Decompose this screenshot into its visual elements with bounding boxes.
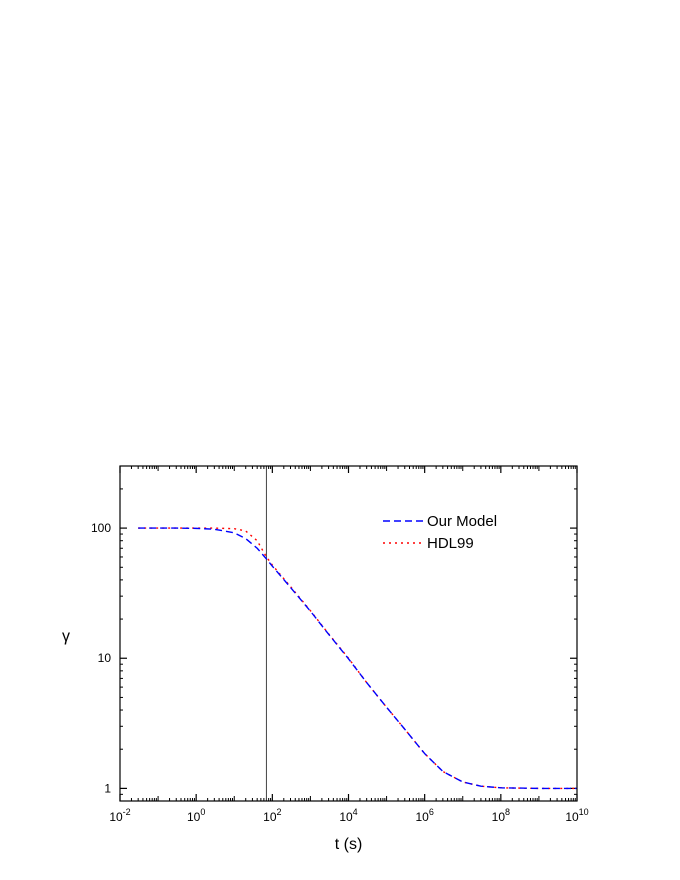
y-tick-label: 100: [91, 521, 111, 535]
series-line-our-model: [138, 527, 577, 790]
y-tick-label: 1: [104, 781, 111, 795]
legend: Our Model HDL99: [383, 513, 497, 552]
minor-ticks: [120, 466, 577, 801]
legend-label: Our Model: [427, 513, 497, 530]
x-tick-label: 102: [263, 807, 281, 824]
tick-labels: 10-2 100 102 104 106 108 1010 1 10 100: [91, 521, 589, 824]
x-tick-label: 108: [492, 807, 510, 824]
major-ticks: [119, 466, 578, 801]
x-tick-label: 106: [415, 807, 433, 824]
series-line-hdl99: [138, 527, 577, 790]
y-axis-title: γ: [62, 628, 70, 645]
y-tick-label: 10: [98, 651, 112, 665]
x-tick-label: 100: [187, 807, 205, 824]
x-tick-label: 10-2: [109, 807, 130, 824]
plot-frame: [119, 465, 578, 802]
legend-label: HDL99: [427, 535, 474, 552]
series-layer: [138, 466, 577, 801]
x-axis-title: t (s): [335, 836, 363, 853]
x-tick-label: 104: [339, 807, 357, 824]
x-tick-label: 1010: [565, 807, 588, 824]
